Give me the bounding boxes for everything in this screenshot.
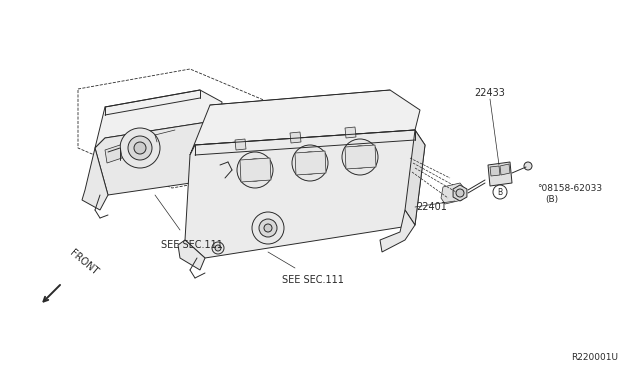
Polygon shape	[82, 148, 108, 210]
Circle shape	[212, 242, 224, 254]
Text: (B): (B)	[545, 195, 558, 203]
Polygon shape	[190, 90, 420, 155]
Circle shape	[305, 158, 315, 168]
Circle shape	[355, 152, 365, 162]
Polygon shape	[488, 162, 512, 186]
Circle shape	[342, 139, 378, 175]
Text: °08158-62033: °08158-62033	[537, 183, 602, 192]
Polygon shape	[178, 240, 205, 270]
Circle shape	[349, 146, 371, 168]
Text: 22433: 22433	[475, 88, 506, 98]
Text: FRONT: FRONT	[68, 248, 100, 277]
Text: R220001U: R220001U	[571, 353, 618, 362]
Polygon shape	[95, 120, 230, 195]
Circle shape	[299, 152, 321, 174]
Polygon shape	[345, 145, 376, 169]
Polygon shape	[345, 127, 356, 138]
Circle shape	[252, 212, 284, 244]
Text: SEE SEC.111: SEE SEC.111	[282, 275, 344, 285]
Circle shape	[493, 185, 507, 199]
Polygon shape	[290, 132, 301, 143]
Polygon shape	[453, 185, 467, 201]
Circle shape	[237, 152, 273, 188]
Text: 22401: 22401	[416, 202, 447, 212]
Circle shape	[128, 136, 152, 160]
Circle shape	[264, 224, 272, 232]
Polygon shape	[235, 139, 246, 150]
Polygon shape	[500, 164, 510, 175]
Circle shape	[259, 219, 277, 237]
Circle shape	[292, 145, 328, 181]
Circle shape	[456, 189, 464, 197]
Text: B: B	[497, 187, 502, 196]
Polygon shape	[240, 158, 271, 182]
Polygon shape	[490, 166, 500, 176]
Polygon shape	[95, 90, 222, 148]
Text: SEE SEC.111: SEE SEC.111	[161, 240, 223, 250]
Polygon shape	[441, 183, 464, 204]
Polygon shape	[380, 210, 415, 252]
Polygon shape	[220, 120, 235, 178]
Polygon shape	[405, 130, 425, 225]
Polygon shape	[295, 151, 326, 175]
Circle shape	[215, 245, 221, 251]
Circle shape	[120, 128, 160, 168]
Polygon shape	[105, 145, 122, 163]
Circle shape	[134, 142, 146, 154]
Circle shape	[524, 162, 532, 170]
Circle shape	[244, 159, 266, 181]
Polygon shape	[185, 130, 425, 258]
Circle shape	[250, 165, 260, 175]
